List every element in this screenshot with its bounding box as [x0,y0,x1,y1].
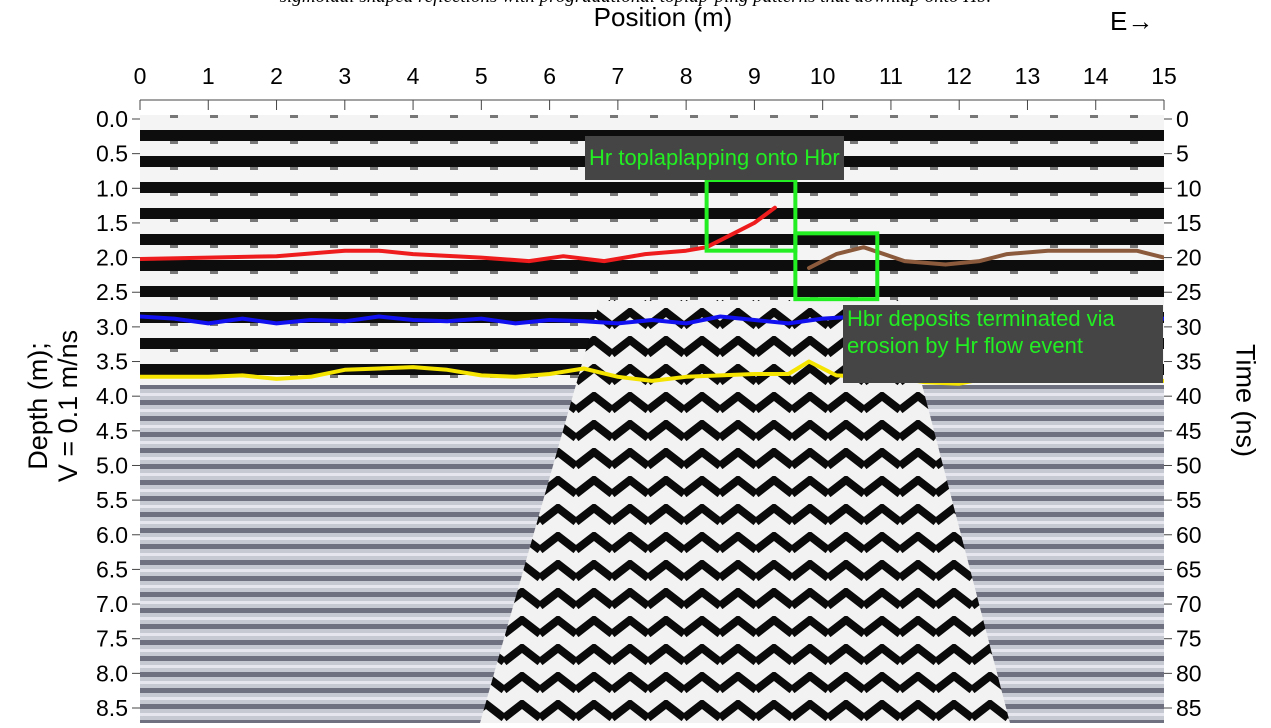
y-axis-title-right: Time (ns) [1230,344,1261,457]
x-tick-label: 10 [810,63,836,89]
x-tick-label: 15 [1151,63,1177,89]
time-tick-label: 85 [1176,695,1202,721]
time-tick-label: 0 [1176,106,1189,132]
x-tick-labels: 0 1 2 3 4 5 6 7 8 9 10 11 12 13 14 15 [134,63,1177,89]
axis-ticks [132,99,1172,709]
annotation-erosion: Hbr deposits terminated via erosion by H… [843,305,1163,383]
depth-tick-label: 5.0 [96,452,128,478]
depth-tick-label: 4.5 [96,418,128,444]
x-tick-label: 1 [202,63,215,89]
y-axis-title-line-2: V = 0.1 m/ns [53,329,83,483]
time-tick-label: 65 [1176,556,1202,582]
time-tick-label: 75 [1176,626,1202,652]
horizon-line-2 [807,245,1164,270]
time-tick-labels: 0 5 10 15 20 25 30 35 40 45 50 55 60 65 70 75 80 85 [1176,106,1202,721]
annotation-erosion-line-2: erosion by Hr flow event [847,333,1083,358]
x-tick-label: 3 [338,63,351,89]
depth-tick-label: 1.5 [96,210,128,236]
depth-tick-label: 3.0 [96,314,128,340]
depth-tick-label: 7.0 [96,591,128,617]
time-tick-label: 55 [1176,487,1202,513]
depth-tick-label: 5.5 [96,487,128,513]
time-tick-label: 5 [1176,141,1189,167]
x-axis-title: Position (m) [593,2,733,32]
x-tick-label: 4 [407,63,420,89]
time-tick-label: 45 [1176,418,1202,444]
x-tick-label: 6 [543,63,556,89]
depth-tick-label: 4.0 [96,383,128,409]
x-tick-label: 0 [134,63,147,89]
depth-tick-label: 3.5 [96,349,128,375]
time-tick-label: 10 [1176,175,1202,201]
time-tick-label: 40 [1176,383,1202,409]
x-tick-label: 11 [879,63,903,89]
x-tick-label: 8 [680,63,693,89]
depth-tick-label: 1.0 [96,175,128,201]
direction-indicator: E→ [1110,6,1154,36]
time-tick-label: 15 [1176,210,1202,236]
annotation-toplap: Hr toplaplapping onto Hbr [585,136,844,180]
time-tick-label: 25 [1176,279,1202,305]
x-tick-label: 12 [946,63,972,89]
figure-caption: sigmoidal shaped reflections with progra… [0,0,1271,8]
depth-tick-label: 2.0 [96,245,128,271]
x-tick-label: 14 [1083,63,1109,89]
time-tick-label: 70 [1176,591,1202,617]
time-tick-label: 30 [1176,314,1202,340]
y-axis-title-line-1: Depth (m); [23,342,53,470]
time-tick-label: 35 [1176,349,1202,375]
time-tick-label: 60 [1176,522,1202,548]
annotation-erosion-line-1: Hbr deposits terminated via [847,306,1115,331]
depth-tick-label: 8.5 [96,695,128,721]
depth-tick-label: 6.5 [96,556,128,582]
depth-tick-label: 6.0 [96,522,128,548]
depth-tick-label: 0.5 [96,141,128,167]
depth-tick-label: 7.5 [96,626,128,652]
horizon-line-1 [140,205,777,264]
time-tick-label: 20 [1176,245,1202,271]
depth-tick-label: 0.0 [96,106,128,132]
time-tick-label: 50 [1176,452,1202,478]
x-tick-label: 5 [475,63,488,89]
x-tick-label: 2 [270,63,283,89]
x-tick-label: 7 [611,63,624,89]
gpr-image [140,115,1164,723]
y-axis-title-left: Depth (m); V = 0.1 m/ns [23,291,83,521]
depth-tick-label: 2.5 [96,279,128,305]
x-tick-label: 13 [1015,63,1041,89]
x-tick-label: 9 [748,63,761,89]
annotation-box-2 [793,231,880,302]
depth-tick-labels: 0.0 0.5 1.0 1.5 2.0 2.5 3.0 3.5 4.0 4.5 5.0 5.5 6.0 6… [96,106,128,721]
depth-tick-label: 8.0 [96,660,128,686]
time-tick-label: 80 [1176,660,1202,686]
